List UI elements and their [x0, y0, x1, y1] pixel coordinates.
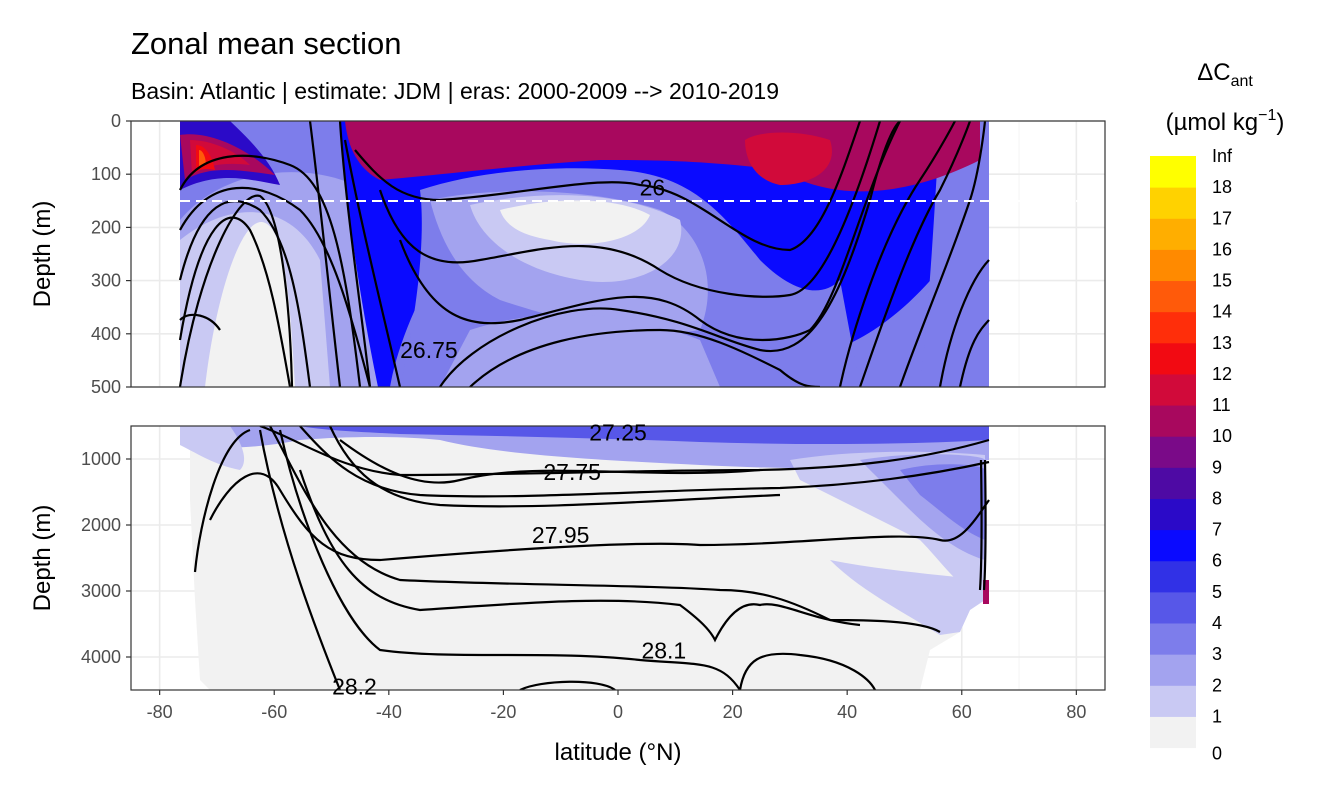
legend-bin: [1150, 591, 1196, 624]
x-tick-label: -40: [376, 702, 402, 722]
x-tick-label: -80: [147, 702, 173, 722]
x-tick-label: 20: [723, 702, 743, 722]
legend-break-label: 3: [1212, 644, 1222, 664]
legend-break-label: 10: [1212, 426, 1232, 446]
legend-unit: (µmol kg−1): [1166, 107, 1285, 136]
x-tick-label: -20: [490, 702, 516, 722]
contour-label: 26.75: [400, 337, 458, 363]
upper-isopycnals: [178, 121, 990, 387]
contour-label: 28.2: [332, 674, 377, 700]
legend-bin: [1150, 685, 1196, 717]
legend-bin: [1150, 405, 1196, 437]
legend-bin: [1150, 280, 1196, 313]
legend-bin: [1150, 529, 1196, 562]
legend-bin: [1150, 467, 1196, 499]
legend-title-main: ΔC: [1197, 59, 1230, 86]
legend-unit-exp: −1: [1258, 107, 1276, 124]
y-tick-label: 1000: [81, 449, 121, 469]
y-tick-label: 3000: [81, 581, 121, 601]
legend-bin: [1150, 187, 1196, 219]
legend-title: ΔCant: [1197, 59, 1253, 90]
legend-bin: [1150, 654, 1196, 686]
legend-bin: [1150, 342, 1196, 375]
chart-title: Zonal mean section: [131, 26, 402, 61]
x-tick-label: 40: [837, 702, 857, 722]
x-tick-label: -60: [261, 702, 287, 722]
upper-panel-field: [178, 121, 1105, 387]
y-tick-label: 300: [91, 271, 121, 291]
upper-panel: [130, 120, 1106, 388]
legend-break-label: 5: [1212, 582, 1222, 602]
y-axis-label-upper: Depth (m): [29, 201, 56, 308]
legend-break-label: 15: [1212, 271, 1232, 291]
lower-panel: [130, 425, 1106, 691]
legend-bin: [1150, 498, 1196, 531]
color-legend: ΔCant (µmol kg−1) 0123456789101112131415…: [1150, 59, 1284, 764]
contour-label: 27.75: [543, 459, 601, 485]
contour-label: 27.25: [589, 420, 647, 446]
contour-label: 27.95: [532, 522, 590, 548]
contour-label: 28.1: [641, 637, 686, 663]
x-tick-label: 80: [1066, 702, 1086, 722]
legend-unit-label: (µmol kg: [1166, 109, 1259, 136]
legend-break-label: 7: [1212, 520, 1222, 540]
legend-break-label: 13: [1212, 333, 1232, 353]
y-tick-label: 200: [91, 217, 121, 237]
legend-break-label: 0: [1212, 744, 1222, 764]
legend-break-label: 14: [1212, 302, 1232, 322]
x-axis-label: latitude (°N): [555, 739, 682, 766]
lower-isopycnals: [193, 426, 990, 690]
x-axis: -80 -60 -40 -20 0 20 40 60 80: [147, 690, 1086, 722]
y-tick-label: 4000: [81, 647, 121, 667]
y-tick-label: 0: [111, 111, 121, 131]
chart-subtitle: Basin: Atlantic | estimate: JDM | eras: …: [131, 78, 779, 104]
legend-break-label: 11: [1212, 395, 1231, 415]
legend-break-label: 6: [1212, 551, 1222, 571]
contour-label: 26: [640, 175, 666, 201]
legend-break-label: 17: [1212, 208, 1232, 228]
legend-break-label: 4: [1212, 613, 1222, 633]
legend-break-label: 8: [1212, 488, 1222, 508]
y-tick-label: 500: [91, 377, 121, 397]
legend-unit-close: ): [1276, 109, 1284, 136]
y-tick-label: 100: [91, 164, 121, 184]
x-tick-label: 60: [952, 702, 972, 722]
legend-title-sub: ant: [1231, 73, 1254, 90]
y-tick-label: 2000: [81, 515, 121, 535]
legend-color-bins: [1150, 156, 1196, 749]
legend-bin: [1150, 373, 1196, 406]
legend-break-label: 1: [1212, 706, 1222, 726]
legend-break-label: 9: [1212, 457, 1222, 477]
y-axis-label-lower: Depth (m): [29, 505, 56, 612]
legend-bin: [1150, 623, 1196, 655]
lower-panel-field: [180, 426, 990, 690]
legend-bin: [1150, 156, 1196, 188]
y-tick-label: 400: [91, 324, 121, 344]
legend-bin: [1150, 436, 1196, 468]
legend-bin: [1150, 249, 1196, 282]
legend-break-label: Inf: [1212, 146, 1233, 166]
legend-break-label: 12: [1212, 364, 1232, 384]
legend-break-label: 16: [1212, 239, 1232, 259]
legend-break-label: 18: [1212, 177, 1232, 197]
y-axis-lower: 1000 2000 3000 4000: [81, 449, 131, 667]
legend-bin: [1150, 560, 1196, 593]
y-axis-upper: 0 100 200 300 400 500: [91, 111, 131, 397]
legend-bin: [1150, 218, 1196, 250]
legend-break-label: 2: [1212, 675, 1222, 695]
legend-bin: [1150, 716, 1196, 749]
legend-bin: [1150, 311, 1196, 344]
contour-labels: 26 26.75 27.25 27.75 27.95 28.1 28.2: [332, 175, 686, 700]
x-tick-label: 0: [613, 702, 623, 722]
